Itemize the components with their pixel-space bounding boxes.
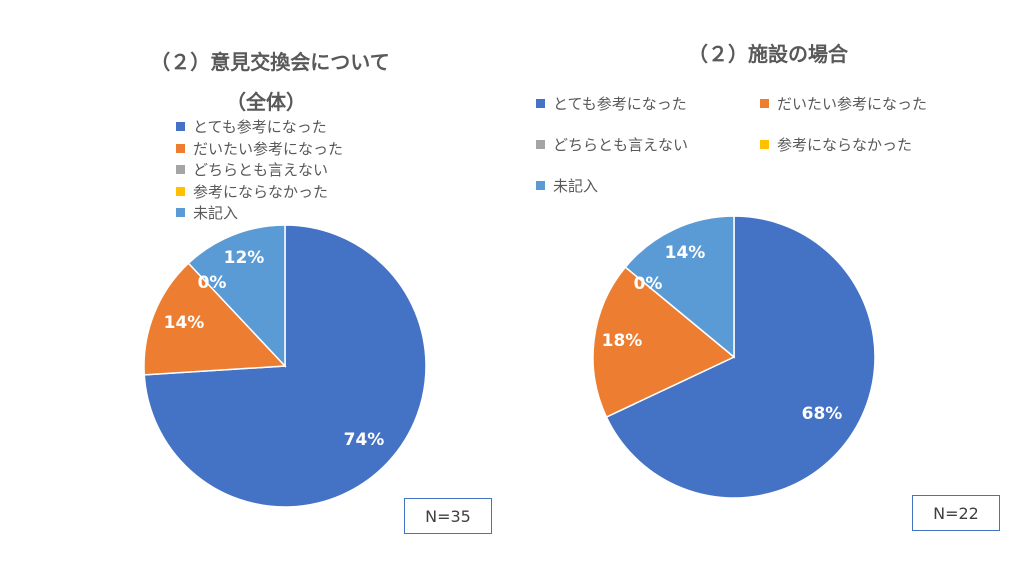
legend-swatch — [176, 208, 185, 218]
pie-plot: 74% 14% 0% 12% — [143, 224, 427, 508]
legend-swatch — [176, 186, 185, 196]
legend-label: だいたい参考になった — [193, 139, 344, 158]
legend-item: だいたい参考になった — [176, 138, 343, 160]
pie-slice — [187, 224, 286, 368]
chart-title-line: （２）意見交換会について — [150, 50, 390, 74]
legend-swatch — [536, 98, 545, 108]
chart-legend: とても参考になった だいたい参考になった どちらとも言えない 参考にならなかった… — [536, 90, 996, 198]
data-label: 74% — [344, 430, 385, 450]
pie-slice — [143, 262, 287, 376]
chart-title: （２）施設の場合 — [512, 42, 1024, 66]
pie-plot: 68% 18% 0%14% — [592, 215, 876, 499]
legend-label: どちらとも言えない — [193, 161, 329, 180]
legend-item: だいたい参考になった — [760, 90, 996, 116]
data-label: 14% — [164, 313, 205, 333]
pie-slice — [592, 266, 736, 419]
chart-title: （２）意見交換会について （全体） — [0, 50, 540, 114]
data-label: 18% — [602, 331, 643, 351]
chart-title-line: （２）施設の場合 — [688, 42, 848, 66]
legend-item: どちらとも言えない — [536, 131, 760, 157]
pie-chart-facility: （２）施設の場合 とても参考になった だいたい参考になった どちらとも言えない … — [512, 0, 1024, 576]
legend-label: だいたい参考になった — [777, 94, 928, 113]
legend-item: 参考にならなかった — [176, 181, 343, 203]
data-label: 14% — [665, 243, 706, 263]
legend-item: どちらとも言えない — [176, 159, 343, 181]
legend-swatch — [536, 139, 545, 149]
legend-swatch — [760, 139, 769, 149]
sample-size-box: N=22 — [912, 495, 1000, 531]
data-label: 12% — [224, 248, 265, 268]
pie-slice — [605, 215, 876, 499]
data-label: 0% — [634, 274, 663, 294]
chart-title-line: （全体） — [226, 90, 306, 114]
legend-swatch — [176, 122, 185, 132]
data-label: 0% — [198, 273, 227, 293]
legend-label: どちらとも言えない — [553, 135, 689, 154]
legend-label: 参考にならなかった — [777, 135, 913, 154]
legend-label: とても参考になった — [193, 118, 327, 137]
legend-item: 未記入 — [176, 202, 343, 224]
sample-size-box: N=35 — [404, 498, 492, 534]
legend-swatch — [176, 165, 185, 175]
legend-label: とても参考になった — [553, 94, 687, 113]
legend-swatch — [176, 143, 185, 153]
chart-legend: とても参考になった だいたい参考になった どちらとも言えない 参考にならなかった… — [176, 116, 343, 224]
legend-item: 未記入 — [536, 172, 760, 198]
legend-item: とても参考になった — [536, 90, 760, 116]
legend-item: 参考にならなかった — [760, 131, 996, 157]
legend-item: とても参考になった — [176, 116, 343, 138]
legend-label: 参考にならなかった — [193, 182, 329, 201]
pie-slice — [624, 215, 735, 359]
legend-label: 未記入 — [193, 204, 239, 223]
legend-swatch — [760, 98, 769, 108]
pie-chart-overall: （２）意見交換会について （全体） とても参考になった だいたい参考になった ど… — [143, 50, 492, 534]
legend-swatch — [536, 180, 545, 190]
data-label: 68% — [802, 404, 843, 424]
legend-label: 未記入 — [553, 176, 599, 195]
